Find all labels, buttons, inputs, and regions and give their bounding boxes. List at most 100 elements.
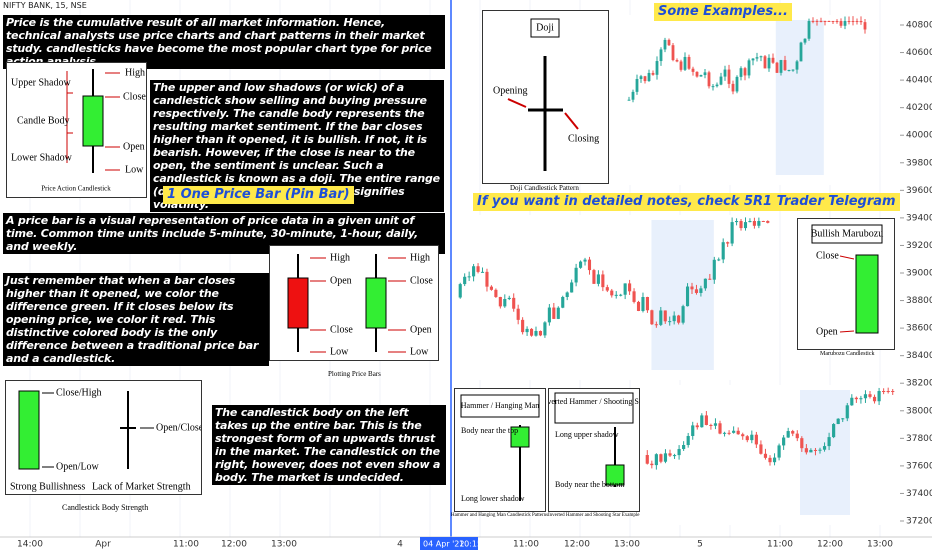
candle-body [877, 391, 881, 402]
label: Low [410, 346, 429, 357]
candle-body [663, 453, 668, 462]
candle-body [651, 72, 655, 75]
candle-body [619, 294, 623, 296]
candle-body [872, 396, 877, 402]
candle-body [730, 222, 734, 244]
candle-body [659, 310, 663, 325]
candle-body [795, 61, 799, 70]
candle-body [654, 454, 658, 466]
candle-body [650, 310, 654, 325]
candle-body [525, 328, 529, 333]
symbol: NIFTY BANK, 15, NSE [3, 1, 87, 10]
candle-body [668, 453, 672, 456]
candle-body [743, 222, 748, 229]
candle-body [767, 57, 771, 69]
candle-body [480, 271, 485, 273]
caption: Price Action Candlestick [41, 185, 111, 193]
candle-body [677, 315, 681, 323]
candle-body [759, 444, 763, 454]
candle-body [722, 432, 727, 434]
label: High [125, 67, 145, 78]
candle-body [691, 68, 695, 72]
body-strength-diagram: Close/High Open/Low Open/Close Strong Bu… [5, 380, 202, 495]
candle-body [601, 274, 605, 288]
candle-body [791, 431, 795, 434]
caption: Doji Candlestick Pattern [510, 184, 579, 192]
candle-body [534, 331, 538, 336]
label: Body near the top [461, 426, 518, 435]
candle-body [628, 283, 632, 292]
candle-body [832, 424, 836, 438]
candle-body [708, 278, 712, 280]
candle-body [512, 297, 516, 309]
label: Close [123, 91, 146, 102]
candle-body [719, 76, 723, 85]
candle-body [458, 284, 462, 298]
candle-body [672, 455, 677, 457]
candle-body [735, 76, 739, 92]
candle-body [759, 56, 763, 58]
candle-body [850, 397, 854, 406]
label: Body near the bottom [555, 480, 625, 489]
candle-body [868, 394, 872, 397]
note: The upper and low shadows (or wick) of a… [150, 80, 444, 212]
candle-body [671, 45, 675, 61]
candle-body [757, 221, 761, 226]
candle-body [847, 21, 851, 22]
candle-body [703, 278, 707, 289]
candle-body [775, 62, 779, 73]
candle-body [851, 21, 855, 22]
candle-body [717, 259, 721, 261]
chart-thumbnail [645, 385, 895, 525]
label: Opening [493, 85, 527, 96]
label: Upper Shadow [11, 77, 71, 88]
candle-body [819, 21, 823, 22]
candle-body [668, 321, 672, 323]
candle-body [574, 267, 578, 283]
candle-body [659, 49, 663, 62]
label: Closing [568, 133, 599, 144]
zone [800, 390, 850, 515]
candle-body [855, 21, 859, 22]
candle-body [695, 425, 699, 428]
hammer-diagram: Hammer / Hanging Man Body near the top L… [454, 388, 546, 512]
candle-body [579, 261, 583, 268]
candle-body [643, 76, 647, 82]
candle-body [570, 282, 574, 293]
caption: Marubozu Candlestick [820, 351, 875, 357]
heading: Some Examples... [654, 3, 792, 21]
candle-body [521, 319, 525, 333]
candle-body [699, 288, 703, 293]
heading: 1 One Price Bar (Pin Bar) [163, 186, 354, 204]
candle-body [583, 259, 587, 262]
candle-body [863, 394, 868, 399]
candle-body [839, 21, 843, 26]
label: Open/Low [56, 461, 100, 472]
candle-body [605, 287, 609, 291]
candle-body [663, 310, 667, 322]
note: The candlestick body on the left takes u… [212, 405, 446, 485]
candle-body [712, 259, 716, 280]
label: Open [330, 275, 352, 286]
candle-body [699, 75, 703, 77]
candle-body [732, 430, 736, 433]
inverted-hammer-diagram: Inverted Hammer / Shooting Star Long upp… [548, 388, 640, 512]
candle-body [614, 294, 618, 296]
candle-body [627, 99, 631, 101]
candle-body [800, 438, 804, 449]
candle-body [768, 457, 772, 463]
candle-body [748, 221, 752, 223]
candle-body [795, 433, 799, 439]
candle-body [743, 68, 747, 76]
label: Close/High [56, 387, 102, 398]
label: Lack of Market Strength [92, 481, 191, 492]
candle-body [556, 307, 560, 319]
candle-body [503, 299, 507, 307]
candle-body [686, 435, 690, 446]
candle-body [726, 242, 730, 244]
label: Candle Body [17, 115, 70, 126]
caption: Inverted Hammer and Shooting Star Exampl… [548, 513, 640, 518]
candle-body [752, 221, 756, 226]
label: Low [125, 164, 144, 175]
candle-body [823, 21, 827, 22]
